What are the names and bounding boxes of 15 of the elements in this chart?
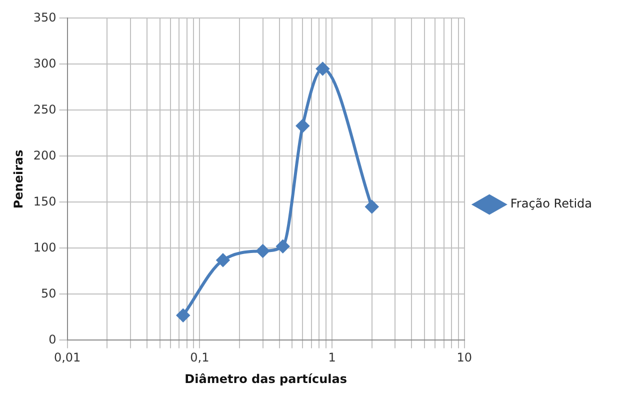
y-tick-label: 300 (33, 56, 56, 70)
x-axis-title: Diâmetro das partículas (184, 372, 348, 386)
y-tick-label: 0 (48, 332, 56, 346)
y-axis-title: Peneiras (11, 150, 26, 209)
x-tick-label: 10 (456, 350, 472, 365)
y-tick-label: 150 (33, 194, 56, 208)
x-tick-label: 1 (328, 350, 336, 365)
y-tick-label: 50 (41, 286, 56, 300)
y-tick-label: 250 (33, 102, 56, 116)
y-tick-label: 350 (33, 10, 56, 24)
x-tick-label: 0,01 (54, 350, 81, 365)
y-tick-label: 200 (33, 148, 56, 162)
y-tick-label: 100 (33, 240, 56, 254)
legend-label: Fração Retida (510, 196, 592, 211)
x-tick-label: 0,1 (190, 350, 210, 365)
